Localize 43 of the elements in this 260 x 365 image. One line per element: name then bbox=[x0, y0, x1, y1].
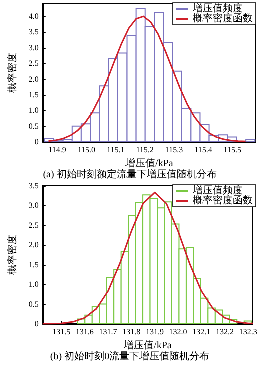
x-tick-label: 131.8 bbox=[122, 328, 141, 336]
y-tick-label: 3.0 bbox=[28, 43, 39, 52]
y-tick-label: 3.5 bbox=[28, 28, 39, 37]
x-axis-title: 增压值/kPa bbox=[124, 157, 174, 170]
x-tick-label: 131.7 bbox=[99, 328, 118, 336]
y-tick-label: 0 bbox=[34, 138, 39, 146]
legend-label: 增压值频度 bbox=[192, 184, 243, 196]
text: (b) 初始时刻0流量下增压值随机分布 bbox=[50, 350, 210, 362]
y-tick-label: 2.0 bbox=[28, 240, 39, 250]
x-tick-label: 115.2 bbox=[136, 146, 154, 154]
x-tick-label: 132.0 bbox=[169, 328, 188, 336]
y-tick-label: 1.0 bbox=[28, 106, 39, 116]
x-tick-label: 115.3 bbox=[165, 146, 184, 154]
x-tick-label: 115.5 bbox=[224, 146, 242, 154]
y-axis-title: 概率密度 bbox=[6, 235, 18, 275]
y-tick-label: 4.0 bbox=[28, 12, 39, 22]
legend-label: 概率密度函数 bbox=[193, 12, 253, 24]
y-tick-label: 2.5 bbox=[28, 220, 39, 230]
y-tick-label: 1.5 bbox=[28, 90, 39, 100]
y-tick-label: 2.5 bbox=[28, 59, 39, 68]
x-tick-label: 115.0 bbox=[78, 146, 96, 154]
y-tick-label: 0 bbox=[34, 320, 39, 328]
y-tick-label: 0.5 bbox=[28, 122, 39, 131]
text: (a) 初始时刻额定流量下增压值随机分布 bbox=[43, 168, 217, 180]
legend-label: 增压值频度 bbox=[192, 2, 243, 14]
y-tick-label: 2.0 bbox=[28, 74, 39, 84]
x-tick-label: 114.9 bbox=[48, 146, 66, 154]
x-tick-label: 131.6 bbox=[76, 328, 94, 336]
y-tick-label: 3.5 bbox=[28, 182, 39, 190]
x-tick-label: 115.4 bbox=[194, 146, 212, 154]
y-tick-label: 1.0 bbox=[28, 280, 39, 290]
y-tick-label: 0.5 bbox=[28, 300, 39, 309]
x-tick-label: 132.2 bbox=[216, 328, 234, 336]
y-tick-label: 3.0 bbox=[28, 201, 39, 210]
x-tick-label: 131.5 bbox=[52, 328, 71, 336]
y-axis-title: 概率密度 bbox=[6, 53, 18, 93]
y-tick-label: 1.5 bbox=[28, 260, 39, 270]
x-tick-label: 132.1 bbox=[192, 328, 211, 336]
x-tick-label: 131.9 bbox=[146, 328, 164, 336]
legend-label: 概率密度函数 bbox=[193, 194, 253, 206]
x-tick-label: 115.1 bbox=[107, 146, 125, 154]
x-axis-title: 增压值/kPa bbox=[123, 339, 172, 352]
x-tick-label: 132.3 bbox=[239, 328, 258, 336]
